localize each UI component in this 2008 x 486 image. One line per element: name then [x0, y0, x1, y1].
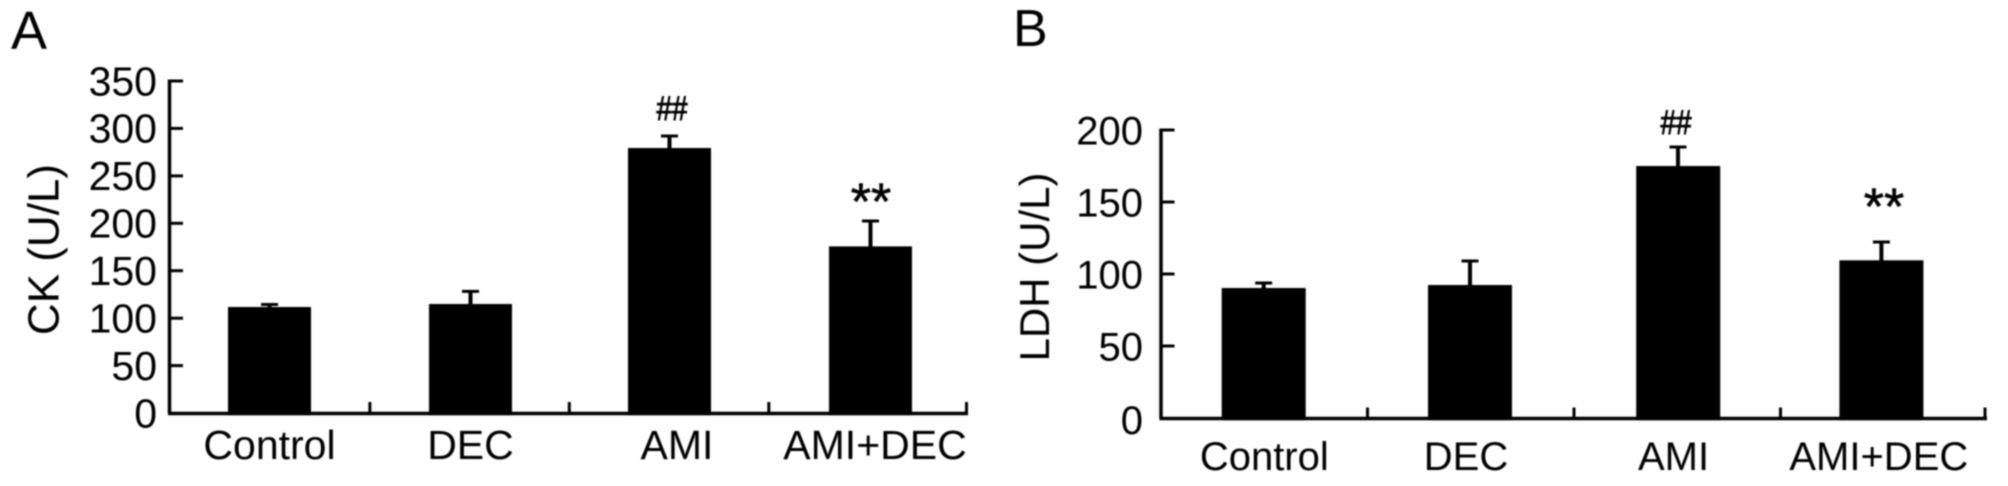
svg-text:50: 50 [1099, 325, 1144, 369]
svg-text:100: 100 [1076, 253, 1143, 297]
svg-text:350: 350 [89, 58, 157, 104]
svg-text:##: ## [1661, 104, 1692, 142]
svg-text:0: 0 [134, 390, 157, 436]
svg-text:250: 250 [89, 153, 157, 199]
svg-text:200: 200 [1076, 109, 1143, 153]
svg-text:AMI: AMI [1638, 435, 1709, 479]
svg-text:LDH (U/L): LDH (U/L) [1011, 172, 1058, 361]
svg-text:100: 100 [89, 296, 157, 342]
svg-text:DEC: DEC [1424, 435, 1508, 479]
svg-text:300: 300 [89, 106, 157, 152]
svg-text:**: ** [851, 174, 891, 232]
svg-text:A: A [11, 1, 47, 61]
svg-text:0: 0 [1121, 399, 1143, 443]
svg-text:##: ## [657, 90, 688, 128]
svg-text:AMI+DEC: AMI+DEC [1789, 435, 1968, 479]
svg-text:150: 150 [1076, 181, 1143, 225]
svg-text:AMI: AMI [641, 422, 714, 468]
svg-text:DEC: DEC [427, 422, 514, 468]
svg-text:50: 50 [111, 343, 157, 389]
svg-text:Control: Control [1200, 435, 1329, 479]
svg-text:B: B [1013, 0, 1048, 58]
svg-text:CK (U/L): CK (U/L) [20, 164, 69, 335]
svg-text:**: ** [1864, 179, 1904, 237]
svg-text:150: 150 [89, 248, 157, 294]
svg-text:200: 200 [89, 201, 157, 247]
svg-text:Control: Control [203, 422, 335, 468]
svg-text:AMI+DEC: AMI+DEC [783, 422, 966, 468]
